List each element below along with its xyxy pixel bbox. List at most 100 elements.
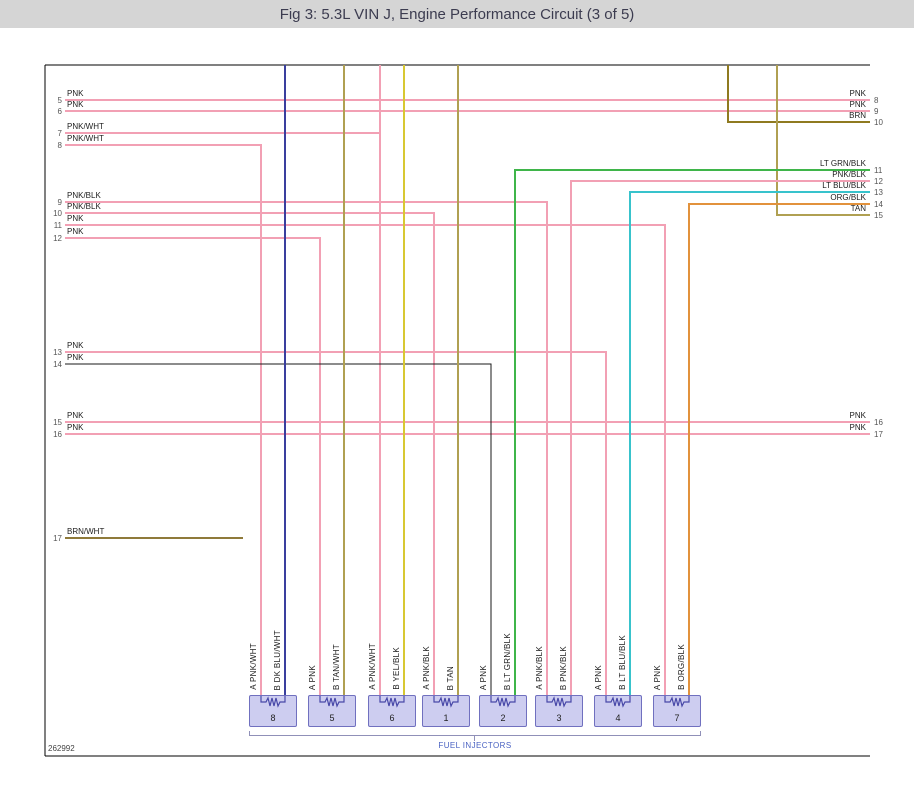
right-pin-wire-color: PNK <box>849 411 866 420</box>
left-pin-wire-color: PNK/WHT <box>67 134 104 143</box>
left-pin-wire-color: BRN/WHT <box>67 527 105 536</box>
injector-pin-b-label: B ORG/BLK <box>677 644 686 690</box>
right-pin-number: 15 <box>874 211 883 220</box>
injector-pin-a-label: A PNK/BLK <box>535 646 544 690</box>
left-pin-wire-color: PNK <box>67 214 84 223</box>
injector-number: 2 <box>500 713 506 723</box>
injector-pin-a-label: A PNK <box>653 664 662 690</box>
injector-box: 1 <box>422 695 470 727</box>
wire-pnkwht-l8-inj8a <box>65 144 262 695</box>
injector-box: 8 <box>249 695 297 727</box>
right-pin-wire-color: ORG/BLK <box>830 193 866 202</box>
injector-number: 8 <box>270 713 276 723</box>
right-pin-wire-color: LT GRN/BLK <box>820 159 866 168</box>
injector-pin-b-label: B YEL/BLK <box>392 647 401 690</box>
left-pin-number: 6 <box>57 107 62 116</box>
right-pin-number: 16 <box>874 418 883 427</box>
injector-number: 5 <box>329 713 335 723</box>
left-pin-number: 5 <box>57 96 62 105</box>
injector-pin-a-label: A PNK/WHT <box>368 643 377 690</box>
injector-number: 7 <box>674 713 680 723</box>
figure-id: 262992 <box>48 744 75 753</box>
bracket-left-tick <box>249 731 250 736</box>
injector-pin-b-label: B PNK/BLK <box>559 645 568 690</box>
injector-coil-icon <box>260 696 286 708</box>
wire-pnkblk-l9-inj3a <box>65 201 548 695</box>
injector-number: 3 <box>556 713 562 723</box>
left-pin-wire-color: PNK/WHT <box>67 122 104 131</box>
fuel-injectors-label: FUEL INJECTORS <box>438 741 512 750</box>
injector-coil-icon <box>605 696 631 708</box>
injector-box: 4 <box>594 695 642 727</box>
left-pin-number: 7 <box>57 129 62 138</box>
wire-orgblk-r14-inj7b <box>688 203 870 695</box>
right-pin-wire-color: PNK <box>849 423 866 432</box>
right-pin-number: 13 <box>874 188 883 197</box>
injector-coil-icon <box>664 696 690 708</box>
right-pin-wire-color: LT BLU/BLK <box>822 181 866 190</box>
left-pin-number: 10 <box>53 209 62 218</box>
injector-number: 1 <box>443 713 449 723</box>
injector-coil-icon <box>433 696 459 708</box>
left-pin-number: 8 <box>57 141 62 150</box>
left-pin-number: 17 <box>53 534 62 543</box>
right-pin-wire-color: PNK <box>849 100 866 109</box>
left-pin-wire-color: PNK/BLK <box>67 191 101 200</box>
bracket-line <box>249 735 701 736</box>
left-pin-wire-color: PNK/BLK <box>67 202 101 211</box>
injector-pin-b-label: B LT BLU/BLK <box>618 635 627 690</box>
wire-ltblublk-r13-inj4b <box>629 191 870 695</box>
wire-ltgrnblk-r11-inj2b <box>514 169 870 695</box>
wire-pnk-l13-inj4a <box>65 351 607 695</box>
left-pin-wire-color: PNK <box>67 341 84 350</box>
injector-pin-a-label: A PNK <box>594 664 603 690</box>
injector-pin-b-label: B TAN <box>446 665 455 690</box>
injector-pin-b-label: B TAN/WHT <box>332 644 341 690</box>
right-pin-wire-color: PNK/BLK <box>832 170 866 179</box>
left-pin-wire-color: PNK <box>67 100 84 109</box>
left-pin-wire-color: PNK <box>67 89 84 98</box>
injector-coil-icon <box>319 696 345 708</box>
right-pin-number: 10 <box>874 118 883 127</box>
injector-box: 2 <box>479 695 527 727</box>
left-pin-wire-color: PNK <box>67 353 84 362</box>
injector-pin-a-label: A PNK <box>479 664 488 690</box>
injector-pin-b-label: B LT GRN/BLK <box>503 632 512 690</box>
right-pin-number: 14 <box>874 200 883 209</box>
injector-pin-a-label: A PNK/BLK <box>422 646 431 690</box>
left-pin-number: 13 <box>53 348 62 357</box>
right-pin-number: 8 <box>874 96 879 105</box>
right-pin-wire-color: BRN <box>849 111 866 120</box>
injector-box: 5 <box>308 695 356 727</box>
wire-pnk-l11-inj7a <box>65 224 666 695</box>
wire-pnkblk-l10-inj1a <box>65 212 435 695</box>
right-pin-number: 12 <box>874 177 883 186</box>
wire-pnk-l12-inj5a <box>65 237 321 695</box>
right-pin-wire-color: TAN <box>850 204 866 213</box>
injector-pin-a-label: A PNK <box>308 664 317 690</box>
figure-title: Fig 3: 5.3L VIN J, Engine Performance Ci… <box>279 5 635 23</box>
figure-title-bar: Fig 3: 5.3L VIN J, Engine Performance Ci… <box>0 0 914 28</box>
left-pin-number: 11 <box>53 221 62 230</box>
left-pin-wire-color: PNK <box>67 411 84 420</box>
injector-pin-b-label: B DK BLU/WHT <box>273 629 282 691</box>
right-pin-wire-color: PNK <box>849 89 866 98</box>
left-pin-number: 15 <box>53 418 62 427</box>
left-pin-number: 12 <box>53 234 62 243</box>
wire-blk-l14-inj2a <box>65 363 492 695</box>
right-pin-number: 17 <box>874 430 883 439</box>
wire-brn-r10 <box>727 65 870 123</box>
left-pin-wire-color: PNK <box>67 227 84 236</box>
bracket-right-tick <box>700 731 701 736</box>
right-pin-number: 11 <box>874 166 883 175</box>
injector-box: 6 <box>368 695 416 727</box>
injector-pin-a-label: A PNK/WHT <box>249 643 258 690</box>
left-pin-number: 14 <box>53 360 62 369</box>
injector-coil-icon <box>379 696 405 708</box>
right-pin-number: 9 <box>874 107 879 116</box>
injector-number: 4 <box>615 713 621 723</box>
injector-coil-icon <box>490 696 516 708</box>
left-pin-number: 9 <box>57 198 62 207</box>
wire-tan-r15 <box>776 65 870 216</box>
